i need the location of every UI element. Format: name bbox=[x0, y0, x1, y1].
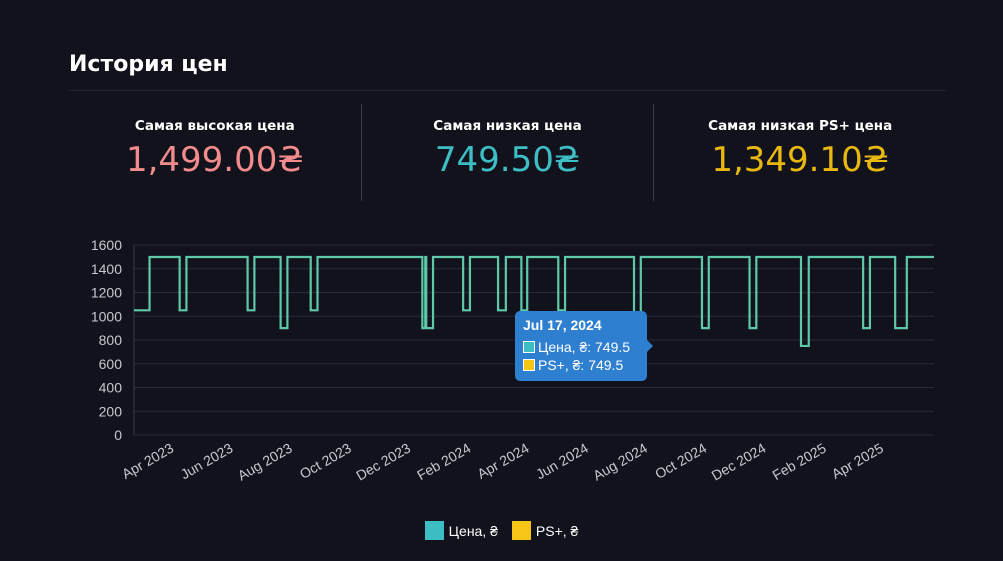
stat-label: Самая низкая цена bbox=[433, 118, 582, 134]
stat-lowest-ps-plus-price: Самая низкая PS+ цена 1,349.10₴ bbox=[653, 104, 946, 201]
y-tick-label: 800 bbox=[99, 332, 123, 348]
title-divider bbox=[69, 90, 946, 91]
x-tick-label: Aug 2024 bbox=[590, 440, 650, 484]
x-tick-label: Apr 2023 bbox=[119, 440, 176, 482]
stat-lowest-price: Самая низкая цена 749.50₴ bbox=[360, 104, 654, 201]
stat-label: Самая высокая цена bbox=[134, 118, 295, 134]
x-tick-label: Aug 2023 bbox=[235, 440, 295, 484]
y-tick-label: 1400 bbox=[91, 261, 122, 277]
legend-item-price[interactable]: Цена, ₴ bbox=[424, 521, 498, 540]
legend-swatch-price bbox=[424, 521, 444, 540]
y-tick-label: 1000 bbox=[91, 308, 122, 324]
y-tick-label: 1200 bbox=[91, 285, 122, 301]
chart-legend: Цена, ₴ PS+, ₴ bbox=[0, 521, 1003, 540]
stat-value: 1,349.10₴ bbox=[711, 140, 890, 180]
y-tick-label: 400 bbox=[99, 380, 123, 396]
legend-label: PS+, ₴ bbox=[535, 522, 579, 539]
y-tick-label: 200 bbox=[99, 403, 123, 419]
stat-highest-price: Самая высокая цена 1,499.00₴ bbox=[69, 104, 361, 201]
legend-swatch-ps-plus bbox=[511, 521, 531, 540]
tooltip-row-ps-plus: PS+, ₴: 749.5 bbox=[523, 356, 639, 374]
legend-label: Цена, ₴ bbox=[448, 522, 498, 539]
tooltip-swatch-ps-plus bbox=[523, 359, 535, 371]
stat-label: Самая низкая PS+ цена bbox=[708, 118, 893, 134]
stat-value: 1,499.00₴ bbox=[125, 140, 304, 180]
tooltip-label: PS+, ₴: 749.5 bbox=[538, 357, 624, 373]
x-tick-label: Dec 2023 bbox=[353, 440, 413, 484]
stat-value: 749.50₴ bbox=[434, 140, 581, 180]
section-title: История цен bbox=[69, 52, 228, 77]
x-tick-label: Oct 2023 bbox=[297, 440, 354, 482]
legend-item-ps-plus[interactable]: PS+, ₴ bbox=[511, 521, 579, 540]
y-tick-label: 0 bbox=[114, 427, 122, 443]
chart-tooltip: Jul 17, 2024 Цена, ₴: 749.5 PS+, ₴: 749.… bbox=[515, 311, 653, 381]
tooltip-label: Цена, ₴: 749.5 bbox=[538, 339, 631, 355]
x-tick-label: Apr 2024 bbox=[474, 440, 531, 482]
x-tick-label: Dec 2024 bbox=[709, 440, 769, 484]
tooltip-date: Jul 17, 2024 bbox=[523, 317, 602, 333]
y-tick-label: 600 bbox=[99, 356, 123, 372]
x-tick-label: Jun 2024 bbox=[533, 440, 591, 483]
price-series-line bbox=[134, 255, 934, 348]
tooltip-swatch-price bbox=[523, 341, 535, 353]
x-tick-label: Apr 2025 bbox=[829, 440, 886, 482]
x-tick-label: Feb 2025 bbox=[769, 440, 828, 484]
tooltip-row-price: Цена, ₴: 749.5 bbox=[523, 338, 639, 356]
x-tick-label: Oct 2024 bbox=[652, 440, 709, 482]
x-tick-label: Jun 2023 bbox=[178, 440, 236, 483]
y-tick-label: 1600 bbox=[91, 237, 122, 253]
x-tick-label: Feb 2024 bbox=[414, 440, 473, 484]
price-stats: Самая высокая цена 1,499.00₴ Самая низка… bbox=[69, 104, 946, 201]
